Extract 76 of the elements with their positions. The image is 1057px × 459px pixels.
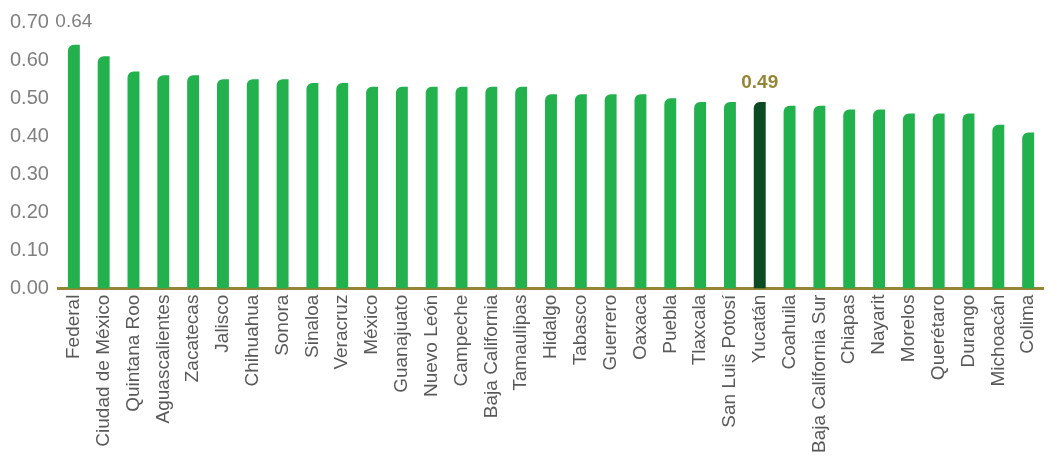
x-tick-label: Sonora <box>270 294 292 356</box>
bar <box>425 86 438 289</box>
x-tick-label: México <box>360 294 382 355</box>
bar <box>366 86 379 289</box>
x-tick-label: San Luis Potosí <box>718 293 740 428</box>
bar <box>873 109 885 289</box>
x-tick-label: Coahuila <box>777 294 799 370</box>
x-tick-label: Tamaulipas <box>509 294 531 391</box>
x-tick-label: Baja California Sur <box>807 293 829 454</box>
bar <box>574 94 587 289</box>
x-tick-label: Guanajuato <box>390 294 412 393</box>
x-tick-label: Veracruz <box>330 294 352 370</box>
x-tick-label: Ciudad de México <box>91 294 113 447</box>
x-tick-label: Quintana Roo <box>121 294 143 412</box>
x-tick-label: Chiapas <box>837 294 859 365</box>
x-tick-label: Hidalgo <box>539 294 561 360</box>
bar <box>962 113 975 289</box>
x-tick-label: Morelos <box>897 294 919 363</box>
x-tick-label: Jalisco <box>211 294 233 353</box>
y-tick-label: 0.70 <box>9 9 49 32</box>
bar <box>843 109 856 289</box>
x-tick-label: Querétaro <box>926 294 948 381</box>
x-tick-label: Puebla <box>658 294 680 354</box>
x-tick-label: Sinaloa <box>300 294 322 358</box>
x-tick-label: Tlaxcala <box>688 294 710 366</box>
x-tick-label: Tabasco <box>569 294 591 366</box>
x-tick-label: Aguascalientes <box>151 294 173 424</box>
bar <box>336 82 349 289</box>
x-tick-label: Oaxaca <box>628 294 650 361</box>
bar <box>246 79 259 289</box>
bar <box>97 56 110 289</box>
bar <box>455 86 468 289</box>
x-tick-label: Campeche <box>449 294 471 387</box>
bar <box>485 86 498 289</box>
y-tick-label: 0.20 <box>9 199 49 222</box>
bar <box>67 44 80 289</box>
x-tick-label: Yucatán <box>747 294 769 364</box>
bar <box>216 79 229 289</box>
bar <box>276 79 289 289</box>
y-tick-label: 0.00 <box>9 276 49 299</box>
bar <box>604 94 617 289</box>
x-tick-label: Durango <box>956 294 978 368</box>
x-tick-label: Baja California <box>479 294 501 419</box>
x-tick-label: Nuevo León <box>419 294 441 398</box>
y-tick-label: 0.30 <box>9 161 49 184</box>
bar <box>783 105 796 289</box>
bar <box>187 75 200 289</box>
bar <box>395 86 408 289</box>
x-tick-label: Chihuahua <box>241 294 262 387</box>
y-tick-label: 0.60 <box>9 47 49 70</box>
bar <box>932 113 945 289</box>
x-tick-label: Michoacán <box>986 294 1008 387</box>
x-tick-label: Guerrero <box>598 294 620 371</box>
bar <box>157 75 170 289</box>
y-tick-label: 0.40 <box>9 123 49 146</box>
bar <box>902 113 915 289</box>
y-tick-label: 0.10 <box>9 238 49 261</box>
bar <box>664 98 677 289</box>
bar <box>515 86 528 289</box>
data-label: 0.49 <box>741 70 779 92</box>
bar <box>306 82 319 289</box>
bar <box>753 101 766 289</box>
x-tick-label: Nayarit <box>867 293 889 355</box>
bar <box>813 105 826 289</box>
x-tick-label: Federal <box>62 294 84 360</box>
bar <box>1022 132 1035 289</box>
x-tick-label: Colima <box>1016 294 1038 354</box>
data-label: 0.64 <box>55 9 93 31</box>
bar <box>723 101 736 289</box>
bar <box>127 71 140 289</box>
bar <box>634 94 647 289</box>
y-tick-label: 0.50 <box>9 85 49 108</box>
bar <box>545 94 557 289</box>
bar <box>992 124 1005 289</box>
bar <box>694 101 707 289</box>
x-tick-label: Zacatecas <box>181 294 203 383</box>
